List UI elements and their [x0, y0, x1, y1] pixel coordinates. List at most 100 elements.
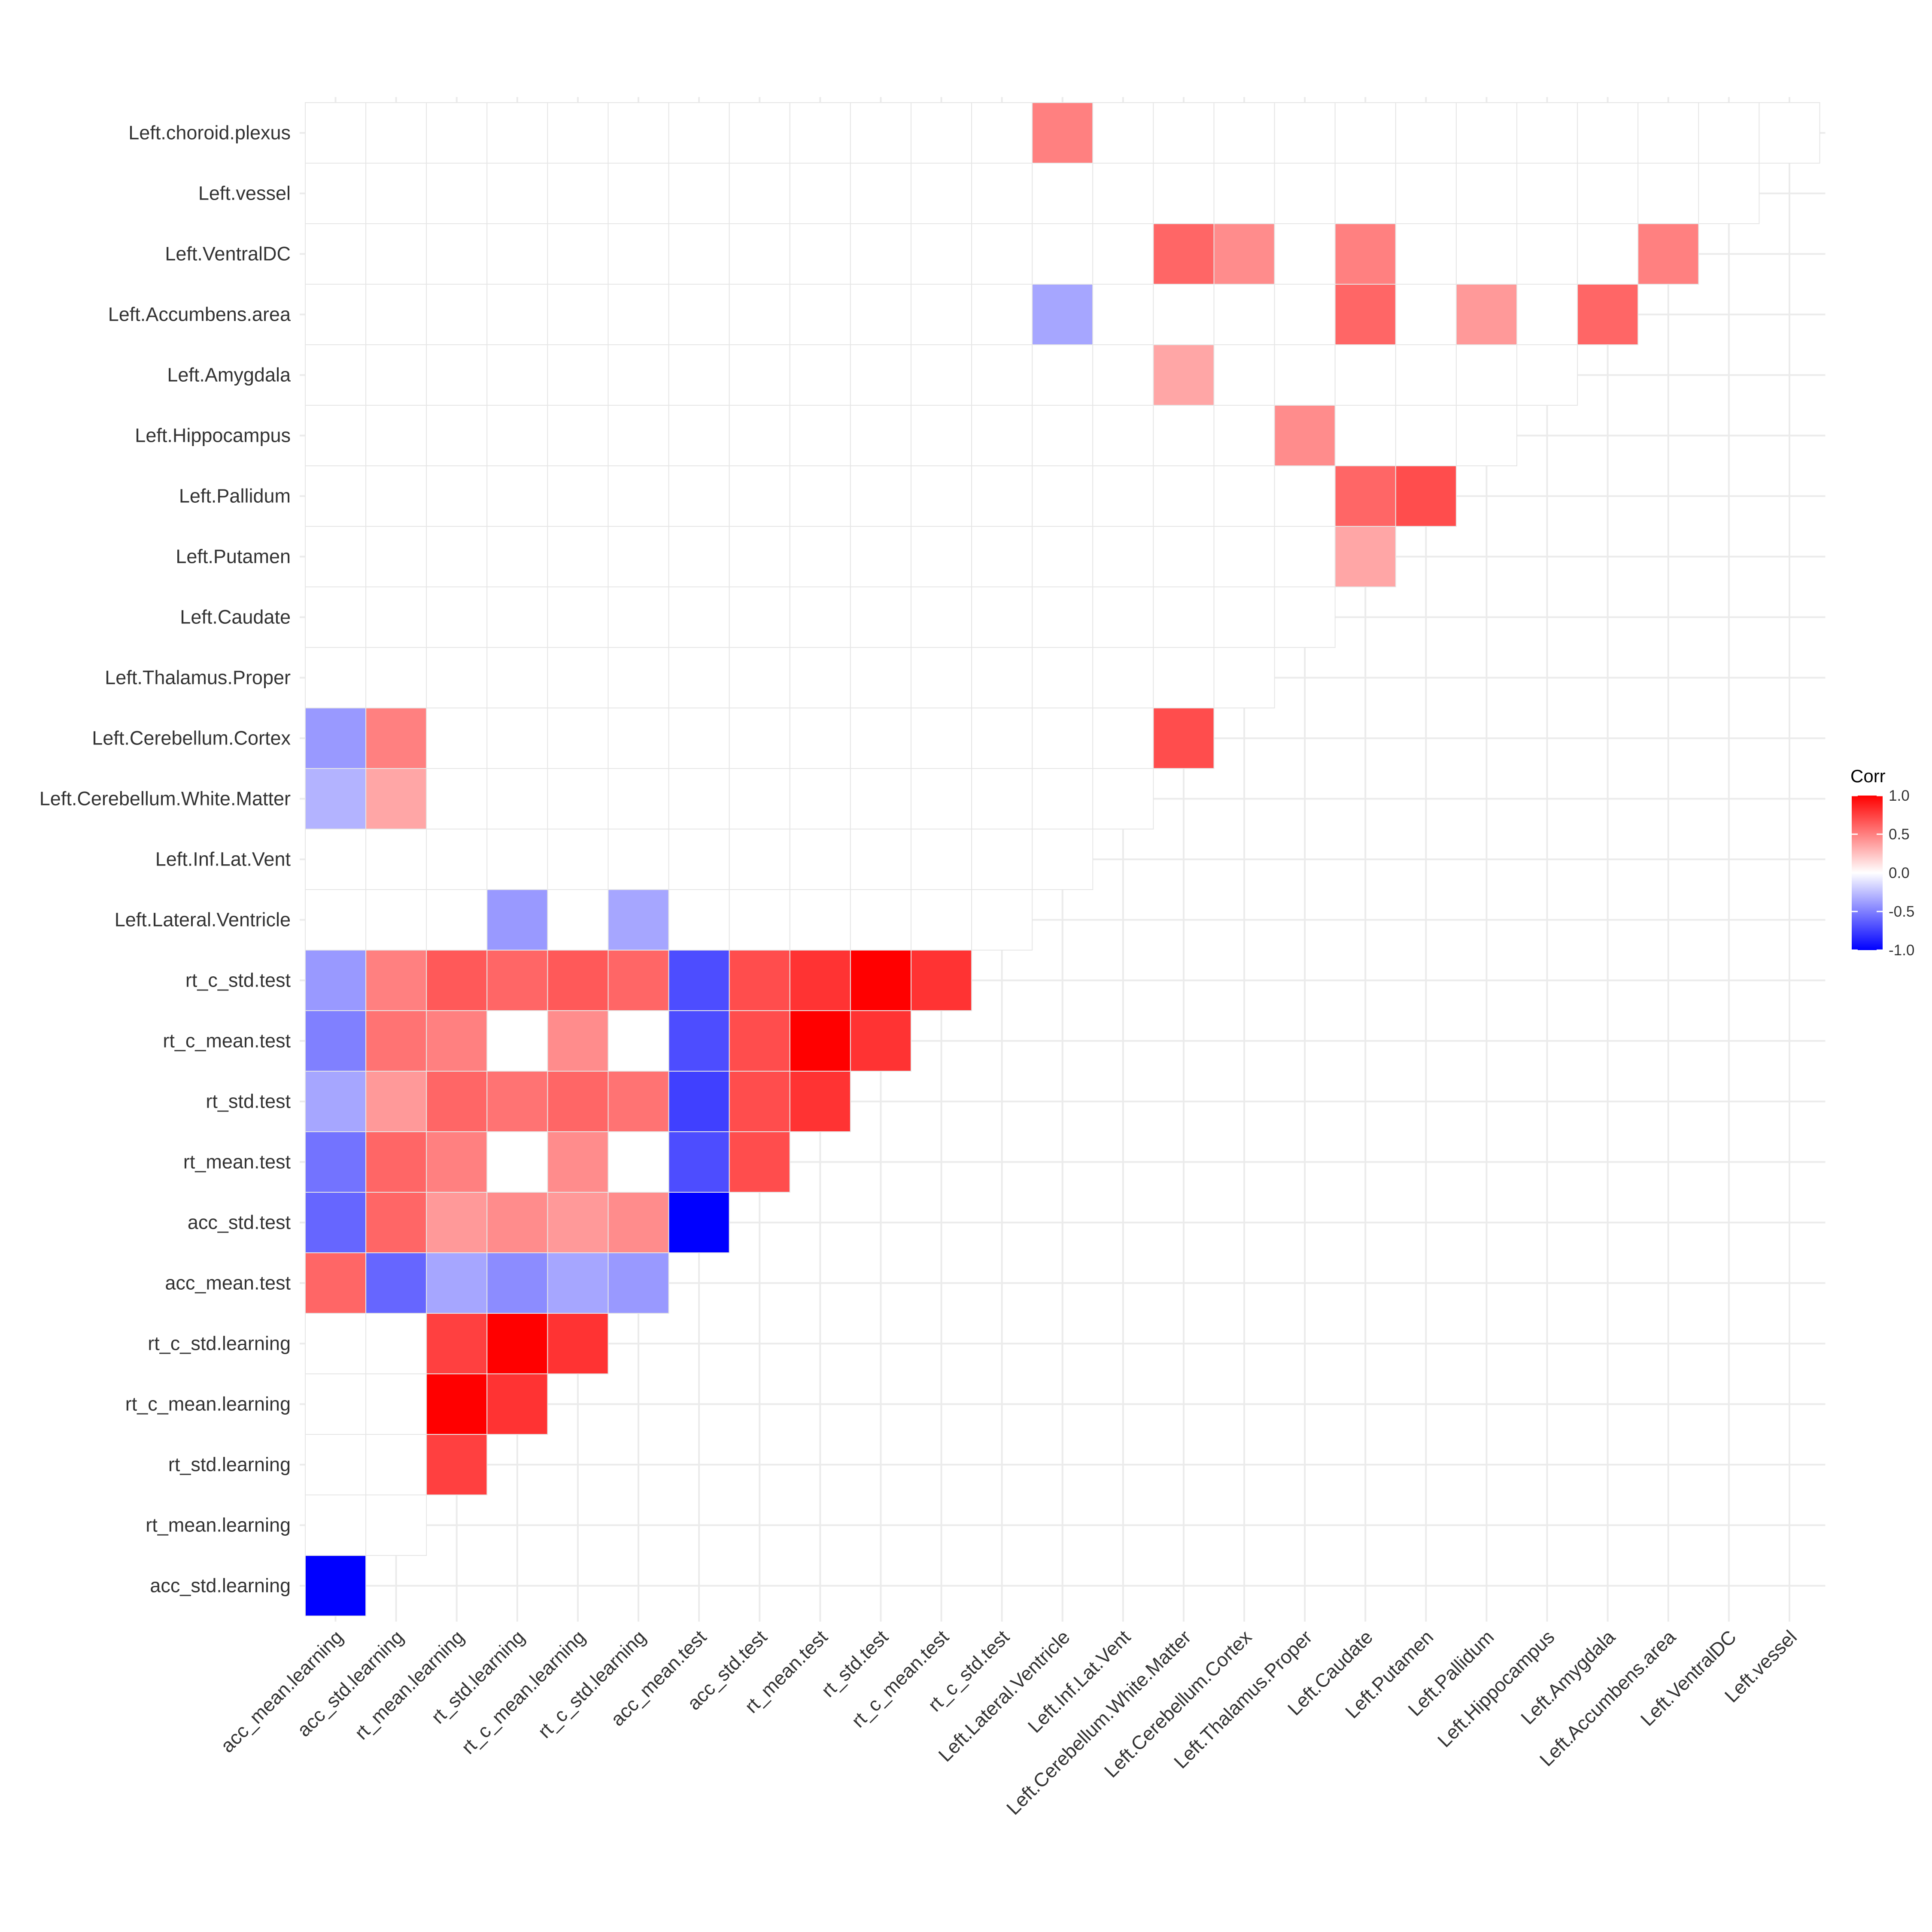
heatmap-cell [729, 587, 790, 647]
heatmap-cell [1214, 405, 1275, 466]
heatmap-cell [1638, 224, 1698, 284]
heatmap-cell [608, 526, 669, 587]
heatmap-cell [547, 829, 608, 890]
heatmap-cell [426, 466, 487, 526]
heatmap-cell [426, 1071, 487, 1132]
heatmap-cell [547, 284, 608, 345]
heatmap-cell [669, 284, 729, 345]
heatmap-cell [487, 1253, 547, 1313]
y-tick-label: acc_std.learning [150, 1575, 291, 1597]
heatmap-cell [487, 1071, 547, 1132]
heatmap-cell [729, 829, 790, 890]
heatmap-cell [911, 405, 972, 466]
heatmap-cell [608, 405, 669, 466]
heatmap-cell [972, 163, 1032, 224]
heatmap-cell [366, 345, 426, 405]
heatmap-cell [426, 1253, 487, 1313]
legend: Corr 1.00.50.0-0.5-1.0 [1850, 766, 1914, 959]
heatmap-cell [305, 163, 366, 224]
heatmap-cell [1214, 163, 1275, 224]
heatmap-cell [851, 890, 911, 950]
heatmap-cell [911, 284, 972, 345]
heatmap-cell [669, 647, 729, 708]
heatmap-cell [729, 950, 790, 1011]
heatmap-cell [305, 405, 366, 466]
heatmap-cell [1698, 163, 1759, 224]
heatmap-cell [366, 1313, 426, 1374]
heatmap-cell [608, 647, 669, 708]
heatmap-cell [547, 708, 608, 769]
legend-tick-label: 0.0 [1889, 865, 1910, 881]
heatmap-cell [366, 829, 426, 890]
heatmap-cell [1214, 466, 1275, 526]
heatmap-cell [851, 163, 911, 224]
heatmap-cell [669, 890, 729, 950]
heatmap-cell [1032, 163, 1093, 224]
heatmap-cell [911, 224, 972, 284]
heatmap-cell [487, 1374, 547, 1434]
heatmap-cell [366, 1071, 426, 1132]
heatmap-cell [1275, 224, 1335, 284]
heatmap-cell [487, 284, 547, 345]
heatmap-cell [911, 769, 972, 829]
heatmap-cell [608, 163, 669, 224]
heatmap-cell [547, 1253, 608, 1313]
heatmap-cell [972, 224, 1032, 284]
y-tick-label: Left.VentralDC [165, 243, 291, 265]
heatmap-cell [729, 466, 790, 526]
heatmap-cell [669, 1132, 729, 1192]
heatmap-cell [1335, 466, 1396, 526]
heatmap-cell [1153, 647, 1214, 708]
y-tick-label: rt_c_mean.test [163, 1030, 291, 1052]
heatmap-cell [1214, 284, 1275, 345]
heatmap-cell [1698, 103, 1759, 163]
heatmap-cell [669, 466, 729, 526]
heatmap-cell [911, 587, 972, 647]
y-tick-label: Left.Hippocampus [135, 425, 291, 447]
heatmap-cell [547, 1071, 608, 1132]
heatmap-cell [1456, 405, 1517, 466]
heatmap-cell [366, 1192, 426, 1253]
heatmap-cell [547, 103, 608, 163]
heatmap-cell [366, 1011, 426, 1071]
heatmap-cell [911, 345, 972, 405]
heatmap-cell [426, 1374, 487, 1434]
heatmap-cell [1093, 587, 1153, 647]
heatmap-cell [669, 950, 729, 1011]
heatmap-cell [547, 163, 608, 224]
y-tick-label: Left.Cerebellum.Cortex [92, 727, 291, 749]
heatmap-cell [487, 1132, 547, 1192]
heatmap-cell [547, 466, 608, 526]
heatmap-cell [1153, 405, 1214, 466]
heatmap-cell [487, 103, 547, 163]
heatmap-cell [1093, 769, 1153, 829]
heatmap-cell [305, 890, 366, 950]
heatmap-cell [669, 526, 729, 587]
heatmap-cell [1275, 284, 1335, 345]
heatmap-cell [426, 526, 487, 587]
heatmap-cell [366, 1374, 426, 1434]
legend-tick-label: -1.0 [1889, 942, 1914, 959]
heatmap-cell [1093, 345, 1153, 405]
heatmap-cell [790, 950, 851, 1011]
heatmap-cell [1275, 103, 1335, 163]
heatmap-cell [426, 1192, 487, 1253]
heatmap-cell [972, 829, 1032, 890]
heatmap-cell [851, 345, 911, 405]
heatmap-cell [851, 708, 911, 769]
heatmap-cell [1275, 163, 1335, 224]
heatmap-cell [366, 1434, 426, 1495]
heatmap-cell [1638, 103, 1698, 163]
heatmap-cell [1396, 224, 1456, 284]
heatmap-cell [972, 345, 1032, 405]
heatmap-cell [729, 103, 790, 163]
heatmap-cell [366, 647, 426, 708]
heatmap-cell [487, 405, 547, 466]
heatmap-cell [790, 526, 851, 587]
heatmap-cell [1759, 103, 1820, 163]
heatmap-cell [972, 587, 1032, 647]
heatmap-cell [1032, 708, 1093, 769]
heatmap-cell [305, 345, 366, 405]
heatmap-cell [911, 163, 972, 224]
